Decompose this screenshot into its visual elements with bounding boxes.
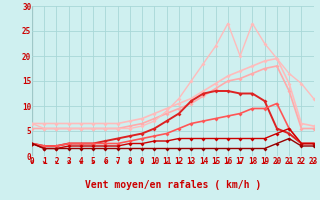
X-axis label: Vent moyen/en rafales ( km/h ): Vent moyen/en rafales ( km/h ) [85,180,261,190]
